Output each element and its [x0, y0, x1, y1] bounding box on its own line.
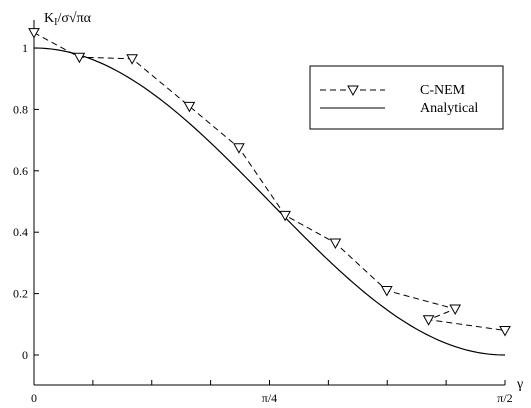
cnem-point: [28, 28, 40, 39]
series-line-analytical: [33, 47, 506, 356]
cnem-point: [279, 210, 291, 222]
y-ticks: 0 0.2 0.4 0.6 0.8 1: [13, 41, 39, 362]
y-tick-label: 0.6: [13, 164, 28, 178]
cnem-point: [499, 325, 511, 337]
x-tick-label: 0: [31, 391, 37, 405]
x-axis-title: γ: [516, 377, 523, 392]
legend-label-cnem: C-NEM: [420, 83, 466, 98]
x-tick-label: π/4: [262, 391, 277, 405]
cnem-point: [380, 286, 393, 297]
x-tick-label: π/2: [497, 391, 512, 405]
y-tick-label: 0.8: [13, 102, 28, 116]
x-ticks: 0 π/4 π/2: [31, 380, 513, 405]
cnem-point: [449, 304, 462, 315]
cnem-point: [233, 143, 245, 154]
series-layer: [28, 28, 511, 356]
cnem-point: [422, 315, 435, 326]
legend-box: [309, 65, 504, 130]
cnem-point: [126, 54, 138, 65]
legend-marker-cnem: [347, 85, 359, 97]
cnem-point: [183, 101, 196, 113]
y-tick-label: 0.2: [13, 287, 28, 301]
y-tick-label: 0.4: [13, 225, 28, 239]
cnem-point: [73, 52, 86, 64]
y-tick-label: 1: [22, 41, 28, 55]
legend: C-NEM Analytical: [309, 65, 504, 130]
cnem-point: [329, 238, 342, 249]
y-axis-title: KI/σ√πα: [44, 11, 92, 28]
y-tick-label: 0: [22, 348, 28, 362]
legend-label-analytical: Analytical: [420, 101, 478, 116]
